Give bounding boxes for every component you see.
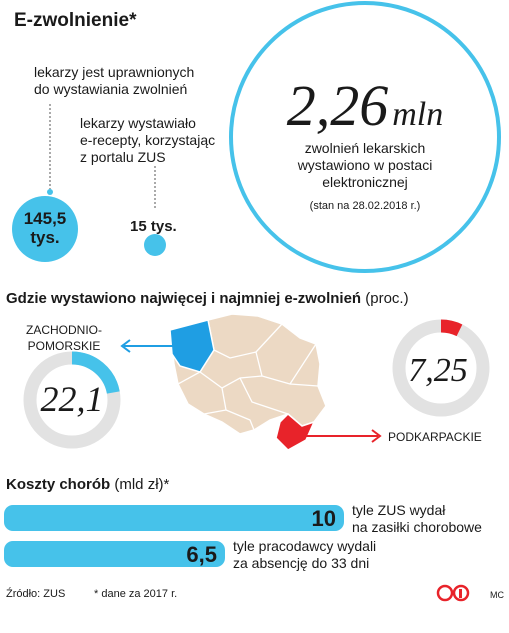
footer-author: MC	[490, 590, 504, 600]
doctors-bubbles	[12, 1, 501, 273]
cost-bar-label-0: tyle ZUS wydał na zasiłki chorobowe	[352, 502, 482, 535]
cost-bar-value-0: 10	[311, 506, 336, 531]
donut-zachodniopomorskie-arc	[23, 351, 121, 449]
authorized-bubble	[12, 196, 78, 262]
lowest-region-label: PODKARPACKIE	[388, 430, 482, 444]
costs-section-unit: (mld zł)*	[114, 476, 170, 493]
cost-bar-value-1: 6,5	[186, 542, 217, 567]
donut-zachodniopomorskie	[23, 351, 121, 449]
footer-note: * dane za 2017 r.	[94, 588, 178, 600]
issued-doctors-label: lekarzy wystawiało e-recepty, korzystają…	[80, 115, 216, 165]
highest-region-label: ZACHODNIO- POMORSKIE	[26, 323, 102, 353]
map-section-unit: (proc.)	[365, 290, 409, 307]
donut-podkarpackie	[392, 319, 490, 417]
publisher-logo-icon	[436, 584, 470, 602]
podkarpackie-region	[275, 412, 316, 451]
poland-map	[23, 313, 490, 451]
page-title: E-zwolnienie*	[14, 10, 137, 31]
map-section-title: Gdzie wystawiono najwięcej i najmniej e-…	[6, 290, 409, 307]
highest-region-value: 22,1	[40, 379, 104, 419]
lowest-region-value: 7,25	[408, 352, 468, 389]
podkarpackie-arrowhead	[371, 429, 382, 443]
issued-bubble	[144, 234, 166, 256]
cost-bar-label-1: tyle pracodawcy wydali za absencję do 33…	[233, 538, 377, 571]
map-section-title-text: Gdzie wystawiono najwięcej i najmniej e-…	[6, 290, 362, 307]
footer-source: Źródło: ZUS	[6, 588, 66, 600]
zachodniopomorskie-arrowhead	[120, 339, 131, 353]
total-unit: mln	[392, 96, 444, 133]
cost-bar-1	[4, 541, 225, 567]
zachodniopomorskie-region	[169, 319, 215, 373]
total-value: 2,26 mln	[270, 72, 460, 139]
costs-section-title-text: Koszty chorób	[6, 476, 111, 493]
total-note: (stan na 28.02.2018 r.)	[309, 200, 421, 212]
total-number: 2,26	[286, 73, 389, 138]
costs-section-title: Koszty chorób (mld zł)*	[6, 476, 169, 493]
cost-bar-0	[4, 505, 344, 531]
total-ring	[229, 1, 501, 273]
authorized-leader-dot	[47, 189, 53, 195]
authorized-doctors-label: lekarzy jest uprawnionych do wystawiania…	[34, 64, 195, 97]
total-description: zwolnień lekarskich wystawiono w postaci…	[297, 140, 433, 190]
issued-doctors-value: 15 tys.	[130, 218, 177, 235]
authorized-doctors-value: 145,5 tys.	[23, 209, 67, 247]
donut-podkarpackie-arc	[392, 319, 490, 417]
